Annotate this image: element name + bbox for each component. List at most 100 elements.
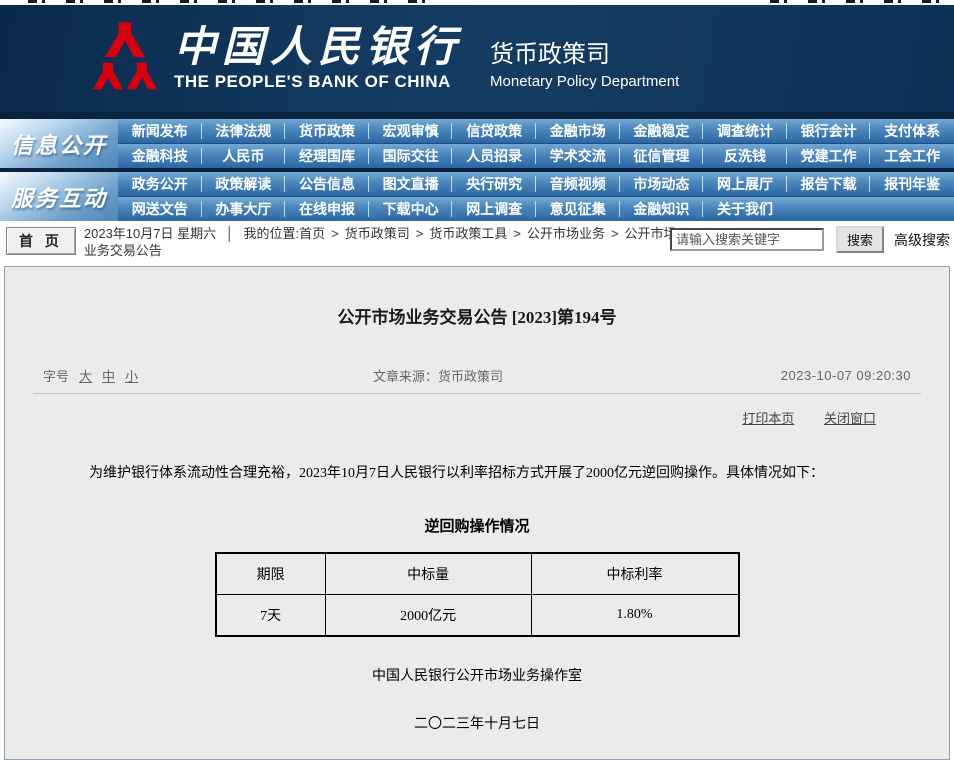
- nav-menu-item[interactable]: 征信管理: [620, 144, 704, 168]
- nav-menu-item[interactable]: 金融知识: [620, 197, 704, 221]
- nav-menu-item[interactable]: 网送文告: [118, 197, 202, 221]
- nav-menu-item[interactable]: 工会工作: [884, 148, 941, 164]
- nav-row-info-1: 新闻发布 法律法规 货币政策 宏观审慎 信贷政策 金融市场 金融稳定 调查统计 银行会计 支付体系: [118, 119, 954, 143]
- nav-divider-middle: [0, 168, 954, 172]
- nav-rows: 政务公开 政策解读 公告信息 图文直播 央行研究 音频视频 市场动态 网上展厅 报告下载 报刊年鉴…: [118, 172, 954, 221]
- nav-menu-item[interactable]: 经理国库: [285, 144, 369, 168]
- nav-label-info-disclosure[interactable]: 信息公开: [0, 119, 118, 168]
- nav-menu-item[interactable]: 网上调查: [452, 197, 536, 221]
- nav-menu-item[interactable]: 金融科技: [118, 144, 202, 168]
- nav-menu-item[interactable]: 公告信息: [285, 172, 369, 196]
- article-source-value: 货币政策司: [438, 369, 504, 384]
- clipped-text-fragment: [770, 0, 945, 3]
- department-block: 货币政策司 Monetary Policy Department: [490, 27, 679, 90]
- nav-menu-item[interactable]: 反洗钱: [703, 144, 787, 168]
- nav-menu-item[interactable]: 政务公开: [118, 172, 202, 196]
- nav-menu-item[interactable]: 音频视频: [536, 172, 620, 196]
- nav-menu-item[interactable]: 货币政策: [285, 119, 369, 143]
- nav-menu-item[interactable]: 意见征集: [536, 197, 620, 221]
- nav-menu-item[interactable]: 央行研究: [452, 172, 536, 196]
- reverse-repo-table: 期限 中标量 中标利率 7天 2000亿元 1.80%: [214, 552, 740, 637]
- department-name-en: Monetary Policy Department: [490, 73, 680, 90]
- article-source-label: 文章来源：: [373, 369, 439, 384]
- breadcrumb-link[interactable]: 公开市场业务交易公告: [83, 226, 677, 258]
- nav-divider-top: [0, 112, 954, 119]
- nav-section-service: 服务互动 政务公开 政策解读 公告信息 图文直播 央行研究 音频视频 市场动态 网上展厅 报告下…: [0, 172, 954, 221]
- bank-name-zh: 中国人民银行: [174, 24, 463, 71]
- nav-menu-item[interactable]: 人民币: [202, 144, 286, 168]
- article-meta-row: 字号 大中小 文章来源：货币政策司 2023-10-07 09:20:30: [33, 360, 921, 394]
- table-cell: 2000亿元: [324, 594, 532, 637]
- bank-name-en: THE PEOPLE'S BANK OF CHINA: [174, 71, 451, 91]
- nav-menu-item[interactable]: 调查统计: [703, 119, 787, 143]
- breadcrumb-date: 2023年10月7日 星期六: [83, 226, 217, 241]
- article-title: 公开市场业务交易公告 [2023]第194号: [337, 308, 617, 327]
- nav-menu-item[interactable]: 金融稳定: [620, 119, 704, 143]
- table-header-row: 期限 中标量 中标利率: [215, 552, 740, 595]
- nav-menu-item[interactable]: 银行会计: [787, 119, 871, 143]
- nav-menu-item[interactable]: 网上展厅: [703, 172, 787, 196]
- bank-name-block: 中国人民银行 THE PEOPLE'S BANK OF CHINA: [174, 26, 462, 92]
- nav-menu-item[interactable]: 图文直播: [369, 172, 453, 196]
- nav-menu-item[interactable]: 国际交往: [369, 144, 453, 168]
- font-size-link[interactable]: 中: [102, 369, 116, 384]
- nav-row-info-2: 金融科技 人民币 经理国库 国际交往 人员招录 学术交流 征信管理 反洗钱 党建工作 工会工作: [118, 143, 954, 168]
- breadcrumb-bar: 首 页 2023年10月7日 星期六 │ 我的位置:首页 > 货币政策司 > 货币政策工…: [0, 221, 954, 264]
- nav-menu-item[interactable]: 宏观审慎: [369, 119, 453, 143]
- search-group: 搜索 高级搜索: [669, 226, 950, 253]
- search-button[interactable]: 搜索: [835, 226, 884, 253]
- font-size-link[interactable]: 大: [79, 369, 93, 384]
- nav-menu-item[interactable]: 党建工作: [787, 144, 871, 168]
- table-header-cell: 中标量: [324, 552, 532, 595]
- nav-menu-item[interactable]: 报刊年鉴: [884, 176, 941, 192]
- breadcrumb-link[interactable]: 货币政策司: [344, 226, 410, 241]
- clipped-text-fragment: [28, 0, 428, 3]
- article-card: 公开市场业务交易公告 [2023]第194号 字号 大中小 文章来源：货币政策司…: [4, 266, 950, 760]
- article-datetime: 2023-10-07 09:20:30: [780, 368, 911, 383]
- breadcrumb-trail: > 货币政策司 > 货币政策工具 > 公开市场业务 > 公开市场业务交易公告: [84, 226, 677, 258]
- nav-section-info: 信息公开 新闻发布 法律法规 货币政策 宏观审慎 信贷政策 金融市场 金融稳定 调查统计 银行会…: [0, 119, 954, 168]
- nav-menu-item[interactable]: 在线申报: [285, 197, 369, 221]
- nav-row-service-1: 政务公开 政策解读 公告信息 图文直播 央行研究 音频视频 市场动态 网上展厅 报告下载 报刊年鉴: [118, 172, 954, 196]
- breadcrumb-location-label[interactable]: 我的位置:首页: [243, 226, 326, 241]
- nav-menu-item[interactable]: 政策解读: [202, 172, 286, 196]
- breadcrumb-separator: >: [331, 226, 339, 241]
- nav-menu-item[interactable]: 支付体系: [884, 123, 941, 139]
- close-window-link[interactable]: 关闭窗口: [823, 411, 876, 426]
- nav-menu-item[interactable]: 下载中心: [369, 197, 453, 221]
- breadcrumb-separator: >: [415, 226, 424, 241]
- nav-menu-item[interactable]: 市场动态: [620, 172, 704, 196]
- table-row: 7天 2000亿元 1.80%: [215, 594, 740, 637]
- breadcrumb-separator: >: [610, 226, 619, 241]
- signature-date: 二〇二三年十月七日: [414, 717, 540, 732]
- breadcrumb-link[interactable]: 公开市场业务: [526, 226, 605, 241]
- article-source: 文章来源：货币政策司: [373, 366, 503, 385]
- table-title: 逆回购操作情况: [424, 519, 530, 535]
- nav-row-service-2: 网送文告 办事大厅 在线申报 下载中心 网上调查 意见征集 金融知识 关于我们: [118, 196, 954, 221]
- table-cell: 1.80%: [530, 594, 740, 637]
- print-page-link[interactable]: 打印本页: [742, 411, 795, 426]
- table-header-cell: 中标利率: [530, 552, 740, 595]
- breadcrumb-separator: >: [513, 226, 521, 241]
- article-body: 为维护银行体系流动性合理充裕，2023年10月7日人民银行以利率招标方式开展了2…: [89, 466, 824, 481]
- nav-menu-item[interactable]: 金融市场: [536, 119, 620, 143]
- nav-label-service-interaction[interactable]: 服务互动: [0, 172, 118, 221]
- nav-menu-item[interactable]: 学术交流: [536, 144, 620, 168]
- table-cell: 7天: [215, 594, 326, 637]
- department-name-zh: 货币政策司: [490, 41, 611, 68]
- search-input[interactable]: [669, 228, 824, 251]
- home-button[interactable]: 首 页: [6, 227, 76, 255]
- breadcrumb-divider: │: [225, 226, 234, 241]
- nav-menu-item[interactable]: 报告下载: [787, 172, 871, 196]
- nav-menu-item[interactable]: 信贷政策: [452, 119, 536, 143]
- nav-menu-item[interactable]: 法律法规: [202, 119, 286, 143]
- nav-menu-item[interactable]: 关于我们: [716, 201, 773, 217]
- breadcrumb-link[interactable]: 货币政策工具: [429, 226, 508, 241]
- font-size-link[interactable]: 小: [125, 369, 139, 384]
- advanced-search-link[interactable]: 高级搜索: [894, 231, 950, 248]
- nav-menu-item[interactable]: 人员招录: [452, 144, 536, 168]
- nav-menu-item[interactable]: 新闻发布: [118, 119, 202, 143]
- nav-menu-item[interactable]: 办事大厅: [202, 197, 286, 221]
- signature-org: 中国人民银行公开市场业务操作室: [372, 669, 582, 684]
